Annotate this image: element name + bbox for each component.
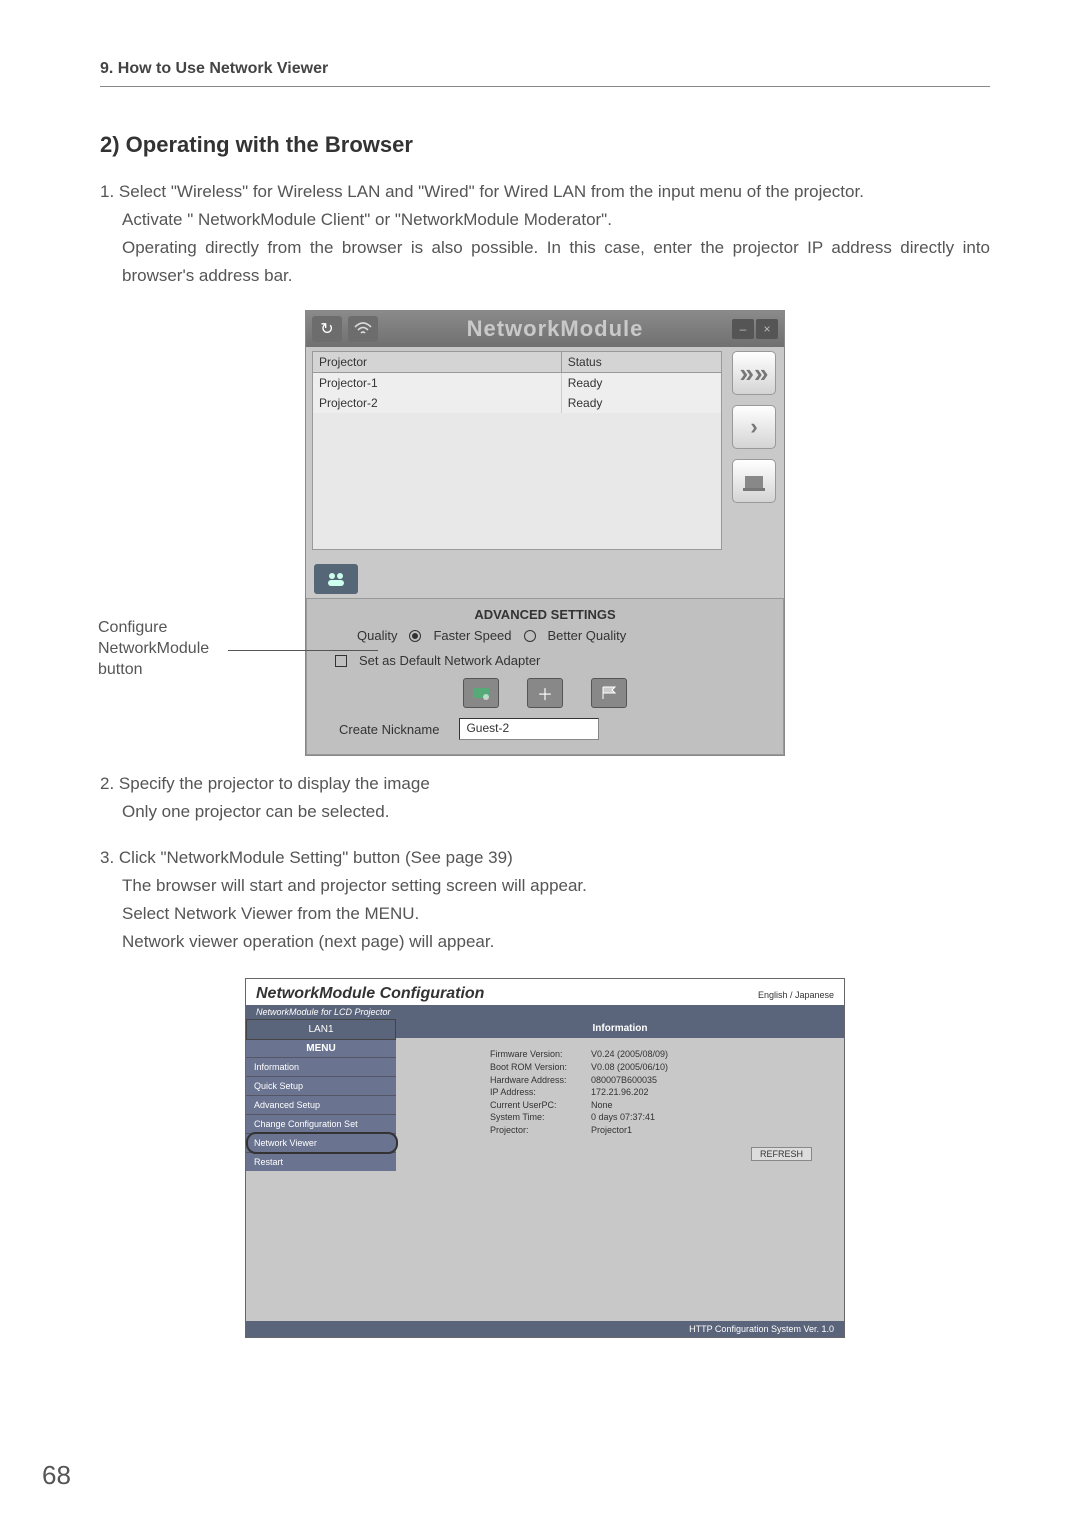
info-header: Information: [396, 1019, 844, 1038]
play-icon[interactable]: ›: [732, 405, 776, 449]
table-row[interactable]: Projector-2 Ready: [313, 393, 721, 413]
kv-val: 172.21.96.202: [591, 1086, 649, 1099]
minimize-icon[interactable]: –: [732, 319, 754, 339]
leader-line: [228, 650, 378, 651]
default-adapter-label: Set as Default Network Adapter: [359, 653, 540, 668]
menu-quick-setup[interactable]: Quick Setup: [246, 1076, 396, 1095]
refresh-button[interactable]: REFRESH: [751, 1147, 812, 1161]
step2-line1: 2. Specify the projector to display the …: [100, 770, 990, 798]
kv-key: Firmware Version:: [490, 1048, 585, 1061]
people-icon[interactable]: [314, 564, 358, 594]
kv-key: Hardware Address:: [490, 1074, 585, 1087]
col-projector: Projector: [313, 352, 562, 372]
menu-advanced-setup[interactable]: Advanced Setup: [246, 1095, 396, 1114]
kv-key: IP Address:: [490, 1086, 585, 1099]
create-nickname-label: Create Nickname: [339, 722, 439, 737]
lan-tab[interactable]: LAN1: [246, 1019, 396, 1040]
step3-line1: 3. Click "NetworkModule Setting" button …: [100, 844, 990, 872]
projector-icon[interactable]: [732, 459, 776, 503]
table-row[interactable]: Projector-1 Ready: [313, 373, 721, 393]
advanced-settings-panel: ADVANCED SETTINGS Quality Faster Speed B…: [306, 598, 784, 755]
chapter-header: 9. How to Use Network Viewer: [100, 60, 990, 87]
close-icon[interactable]: ×: [756, 319, 778, 339]
leader-label: ConfigureNetworkModulebutton: [98, 618, 209, 680]
quality-label: Quality: [357, 628, 397, 643]
kv-val: Projector1: [591, 1124, 632, 1137]
menu-restart[interactable]: Restart: [246, 1152, 396, 1171]
nm-titlebar: ↻ NetworkModule – ×: [306, 311, 784, 347]
projector-list: Projector Status Projector-1 Ready Proje…: [312, 351, 722, 550]
page-number: 68: [42, 1460, 71, 1491]
faster-speed-label: Faster Speed: [433, 628, 511, 643]
step3-line4: Network viewer operation (next page) wil…: [100, 928, 990, 956]
step2-line2: Only one projector can be selected.: [100, 798, 990, 826]
kv-val: V0.24 (2005/08/09): [591, 1048, 668, 1061]
cfg-subtitle: NetworkModule for LCD Projector: [246, 1005, 844, 1019]
section-title: 2) Operating with the Browser: [100, 132, 990, 158]
step-1: 1. Select "Wireless" for Wireless LAN an…: [100, 178, 990, 290]
info-body: Firmware Version: V0.24 (2005/08/09) Boot…: [396, 1038, 844, 1320]
better-quality-radio[interactable]: [524, 630, 536, 642]
cell-projector: Projector-2: [313, 393, 562, 413]
configure-networkmodule-button[interactable]: [463, 678, 499, 708]
configuration-window: NetworkModule Configuration English / Ja…: [245, 978, 845, 1337]
col-status: Status: [562, 352, 721, 372]
kv-val: None: [591, 1099, 613, 1112]
kv-key: Boot ROM Version:: [490, 1061, 585, 1074]
cfg-title: NetworkModule Configuration: [256, 985, 484, 1003]
step-2: 2. Specify the projector to display the …: [100, 770, 990, 826]
cell-status: Ready: [562, 393, 721, 413]
wifi-icon[interactable]: [348, 316, 378, 342]
kv-val: V0.08 (2005/06/10): [591, 1061, 668, 1074]
advanced-title: ADVANCED SETTINGS: [319, 607, 771, 622]
kv-key: Projector:: [490, 1124, 585, 1137]
step1-line2: Activate " NetworkModule Client" or "Net…: [100, 206, 990, 234]
step-3: 3. Click "NetworkModule Setting" button …: [100, 844, 990, 956]
menu-header: MENU: [246, 1040, 396, 1057]
step1-line3: Operating directly from the browser is a…: [100, 234, 990, 290]
better-quality-label: Better Quality: [548, 628, 627, 643]
kv-val: 0 days 07:37:41: [591, 1111, 655, 1124]
menu-network-viewer[interactable]: Network Viewer: [246, 1133, 396, 1152]
step3-line2: The browser will start and projector set…: [100, 872, 990, 900]
language-links[interactable]: English / Japanese: [758, 990, 834, 1000]
refresh-icon[interactable]: ↻: [312, 316, 342, 342]
fast-forward-icon[interactable]: »»: [732, 351, 776, 395]
cfg-footer: HTTP Configuration System Ver. 1.0: [246, 1321, 844, 1337]
flag-icon[interactable]: [591, 678, 627, 708]
nm-title: NetworkModule: [384, 316, 726, 342]
menu-information[interactable]: Information: [246, 1057, 396, 1076]
step1-line1: 1. Select "Wireless" for Wireless LAN an…: [100, 178, 990, 206]
kv-key: Current UserPC:: [490, 1099, 585, 1112]
nickname-input[interactable]: Guest-2: [459, 718, 599, 740]
cfg-menu: LAN1 MENU Information Quick Setup Advanc…: [246, 1019, 396, 1320]
add-icon[interactable]: ＋: [527, 678, 563, 708]
step3-line3: Select Network Viewer from the MENU.: [100, 900, 990, 928]
faster-speed-radio[interactable]: [409, 630, 421, 642]
menu-change-config-set[interactable]: Change Configuration Set: [246, 1114, 396, 1133]
default-adapter-checkbox[interactable]: [335, 655, 347, 667]
kv-val: 080007B600035: [591, 1074, 657, 1087]
cell-status: Ready: [562, 373, 721, 393]
networkmodule-window: ↻ NetworkModule – × Projector Status Pro…: [305, 310, 785, 756]
kv-key: System Time:: [490, 1111, 585, 1124]
cell-projector: Projector-1: [313, 373, 562, 393]
